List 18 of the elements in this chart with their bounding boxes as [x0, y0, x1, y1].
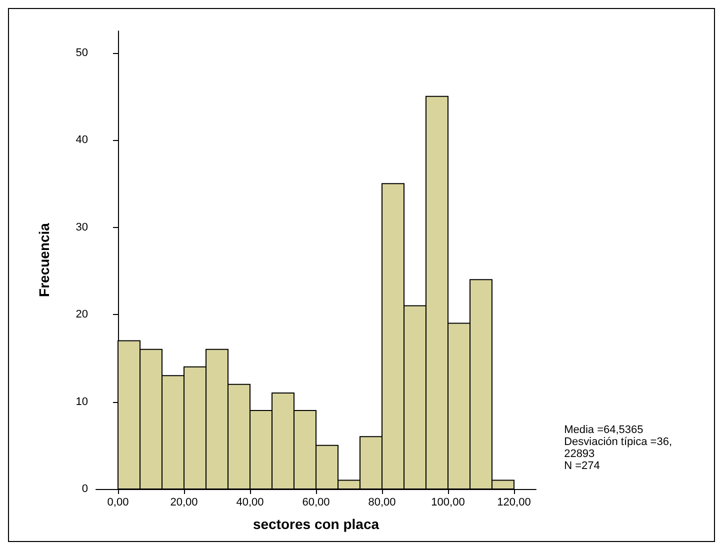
x-tick-label: 80,00	[368, 496, 396, 508]
x-tick-label: 100,00	[431, 496, 465, 508]
x-tick-label: 60,00	[302, 496, 330, 508]
x-tick-label: 20,00	[170, 496, 198, 508]
text: N =274	[564, 460, 600, 472]
y-tick-label: 20	[76, 308, 88, 321]
y-tick-label: 0	[82, 483, 88, 495]
y-tick-label: 40	[76, 134, 88, 146]
x-tick-label: 0,00	[107, 496, 129, 508]
y-tick-label: 10	[76, 396, 88, 408]
text: Desviación típica =36, 22893	[564, 436, 672, 460]
x-axis-title: sectores con placa	[252, 516, 380, 532]
y-axis-title: Frecuencia	[36, 222, 52, 297]
y-tick-label: 50	[76, 46, 88, 59]
x-tick-label: 40,00	[236, 496, 264, 508]
x-tick-label: 120,00	[497, 496, 531, 508]
y-tick-label: 30	[76, 221, 88, 234]
text: Media =64,5365	[564, 424, 644, 436]
